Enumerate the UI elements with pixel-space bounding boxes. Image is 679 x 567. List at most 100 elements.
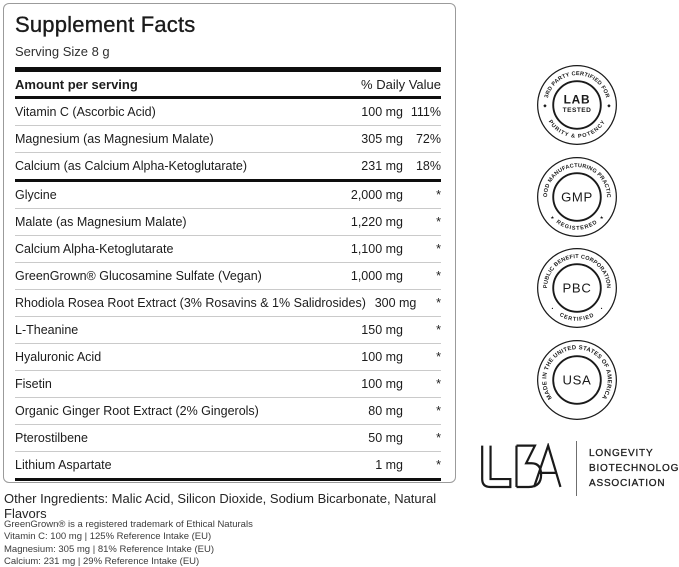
ingredient-amount: 1,000 mg bbox=[350, 269, 403, 283]
seal-center-text: LAB bbox=[564, 92, 591, 106]
seal-separator-icon: • bbox=[601, 306, 603, 311]
ingredient-name: Malate (as Magnesium Malate) bbox=[15, 215, 187, 229]
ingredient-amount: 2,000 mg bbox=[350, 188, 403, 202]
table-header: Amount per serving % Daily Value bbox=[15, 72, 441, 96]
ingredient-daily-value: * bbox=[436, 188, 441, 202]
lba-logo: LONGEVITY BIOTECHNOLOGY ASSOCIATION bbox=[476, 441, 679, 496]
other-ingredients: Other Ingredients: Malic Acid, Silicon D… bbox=[4, 491, 437, 521]
divider-thick-bottom bbox=[15, 478, 441, 481]
seal-separator-icon: ★ bbox=[600, 215, 605, 220]
ingredient-daily-value: 72% bbox=[415, 132, 441, 146]
ingredient-daily-value: * bbox=[436, 323, 441, 337]
supplement-facts-panel: Supplement Facts Serving Size 8 g Amount… bbox=[3, 3, 456, 483]
gmp-seal-icon: GOOD MANUFACTURING PRACTICE REGISTERED ★… bbox=[536, 156, 617, 237]
fine-print-line: Vitamin C: 100 mg | 125% Reference Intak… bbox=[4, 531, 212, 543]
ingredient-amount: 100 mg bbox=[361, 350, 403, 364]
daily-value-footnote: *Daily value not established bbox=[15, 481, 441, 482]
ingredient-name: Magnesium (as Magnesium Malate) bbox=[15, 132, 214, 146]
seal-separator-icon: • bbox=[552, 306, 554, 311]
ingredient-amount: 100 mg bbox=[361, 377, 403, 391]
logo-line: ASSOCIATION bbox=[589, 478, 666, 489]
divider-thick-top bbox=[15, 67, 441, 72]
rows-with-daily-value: Vitamin C (Ascorbic Acid) 100 mg 111% Ma… bbox=[15, 99, 441, 179]
table-row: L-Theanine 150 mg * bbox=[15, 316, 441, 343]
ingredient-name: Vitamin C (Ascorbic Acid) bbox=[15, 105, 156, 119]
ingredient-name: GreenGrown® Glucosamine Sulfate (Vegan) bbox=[15, 269, 262, 283]
ingredient-daily-value: * bbox=[436, 458, 441, 472]
ingredient-daily-value: 111% bbox=[410, 105, 441, 119]
ingredient-amount: 300 mg bbox=[374, 296, 417, 310]
svg-text:CERTIFIED: CERTIFIED bbox=[558, 312, 596, 323]
pbc-seal-icon: PUBLIC BENEFIT CORPORATION CERTIFIED • •… bbox=[537, 248, 617, 328]
table-row: Calcium Alpha-Ketoglutarate 1,100 mg * bbox=[15, 235, 441, 262]
table-row: Hyaluronic Acid 100 mg * bbox=[15, 343, 441, 370]
ingredient-amount: 100 mg bbox=[361, 105, 403, 119]
ingredient-daily-value: * bbox=[436, 296, 441, 310]
fine-print-line: Magnesium: 305 mg | 81% Reference Intake… bbox=[4, 543, 214, 555]
ingredient-name: Rhodiola Rosea Root Extract (3% Rosavins… bbox=[15, 296, 366, 310]
fine-print-line: GreenGrown® is a registered trademark of… bbox=[4, 519, 253, 530]
ingredient-daily-value: * bbox=[436, 350, 441, 364]
table-row: Lithium Aspartate 1 mg * bbox=[15, 451, 441, 478]
divider-thick-header bbox=[15, 96, 441, 99]
table-row: GreenGrown® Glucosamine Sulfate (Vegan) … bbox=[15, 262, 441, 289]
table-row: Magnesium (as Magnesium Malate) 305 mg 7… bbox=[15, 125, 441, 152]
table-row: Rhodiola Rosea Root Extract (3% Rosavins… bbox=[15, 289, 441, 316]
fine-print-line: Calcium: 231 mg | 29% Reference Intake (… bbox=[4, 555, 200, 567]
seal-center-text: USA bbox=[563, 373, 592, 388]
lab-tested-seal-icon: 3RD PARTY CERTIFIED FOR PURITY & POTENCY… bbox=[537, 65, 617, 145]
usa-seal-icon: MADE IN THE UNITED STATES OF AMERICA USA bbox=[537, 340, 617, 420]
seal-separator-icon: ★ bbox=[550, 215, 555, 220]
fine-print: GreenGrown® is a registered trademark of… bbox=[4, 519, 253, 567]
seal-center-subtext: TESTED bbox=[563, 107, 592, 114]
ingredient-daily-value: * bbox=[436, 431, 441, 445]
ingredient-amount: 1,100 mg bbox=[350, 242, 403, 256]
seal-bottom-text: CERTIFIED bbox=[558, 312, 595, 323]
ingredient-amount: 305 mg bbox=[361, 132, 403, 146]
ingredient-name: Calcium Alpha-Ketoglutarate bbox=[15, 242, 174, 256]
ingredient-amount: 231 mg bbox=[361, 159, 403, 173]
table-row: Calcium (as Calcium Alpha-Ketoglutarate)… bbox=[15, 152, 441, 179]
seal-center-text: GMP bbox=[561, 190, 593, 205]
ingredient-name: Hyaluronic Acid bbox=[15, 350, 102, 364]
table-row: Organic Ginger Root Extract (2% Gingerol… bbox=[15, 397, 441, 424]
column-header-amount: Amount per serving bbox=[15, 76, 138, 92]
ingredient-daily-value: * bbox=[436, 377, 441, 391]
ingredient-name: L-Theanine bbox=[15, 323, 79, 337]
logo-line: BIOTECHNOLOGY bbox=[589, 463, 679, 474]
lba-monogram-icon bbox=[481, 443, 562, 489]
ingredient-name: Glycine bbox=[15, 188, 57, 202]
seal-separator-icon: ◆ bbox=[543, 103, 547, 108]
ingredient-name: Organic Ginger Root Extract (2% Gingerol… bbox=[15, 404, 259, 418]
ingredient-daily-value: * bbox=[436, 404, 441, 418]
ingredient-amount: 80 mg bbox=[368, 404, 403, 418]
table-row: Pterostilbene 50 mg * bbox=[15, 424, 441, 451]
divider-thick-middle bbox=[15, 179, 441, 182]
rows-no-daily-value: Glycine 2,000 mg * Malate (as Magnesium … bbox=[15, 182, 441, 478]
column-header-daily-value: % Daily Value bbox=[361, 76, 441, 92]
table-row: Vitamin C (Ascorbic Acid) 100 mg 111% bbox=[15, 99, 441, 125]
table-row: Malate (as Magnesium Malate) 1,220 mg * bbox=[15, 208, 441, 235]
ingredient-name: Fisetin bbox=[15, 377, 52, 391]
ingredient-name: Lithium Aspartate bbox=[15, 458, 112, 472]
seal-separator-icon: ◆ bbox=[607, 103, 611, 108]
ingredient-daily-value: * bbox=[436, 242, 441, 256]
table-row: Glycine 2,000 mg * bbox=[15, 182, 441, 208]
ingredient-amount: 50 mg bbox=[368, 431, 403, 445]
seal-center-text: PBC bbox=[563, 281, 592, 296]
logo-divider bbox=[576, 441, 577, 496]
ingredient-amount: 150 mg bbox=[361, 323, 403, 337]
ingredient-name: Calcium (as Calcium Alpha-Ketoglutarate) bbox=[15, 159, 248, 173]
ingredient-daily-value: 18% bbox=[415, 159, 441, 173]
table-row: Fisetin 100 mg * bbox=[15, 370, 441, 397]
ingredient-name: Pterostilbene bbox=[15, 431, 88, 445]
ingredient-amount: 1,220 mg bbox=[350, 215, 403, 229]
ingredient-amount: 1 mg bbox=[375, 458, 403, 472]
logo-wordmark: LONGEVITY BIOTECHNOLOGY ASSOCIATION bbox=[589, 446, 679, 491]
ingredient-daily-value: * bbox=[436, 215, 441, 229]
panel-title: Supplement Facts bbox=[15, 12, 196, 37]
ingredient-daily-value: * bbox=[436, 269, 441, 283]
serving-size: Serving Size 8 g bbox=[15, 44, 110, 59]
logo-line: LONGEVITY bbox=[589, 448, 654, 459]
